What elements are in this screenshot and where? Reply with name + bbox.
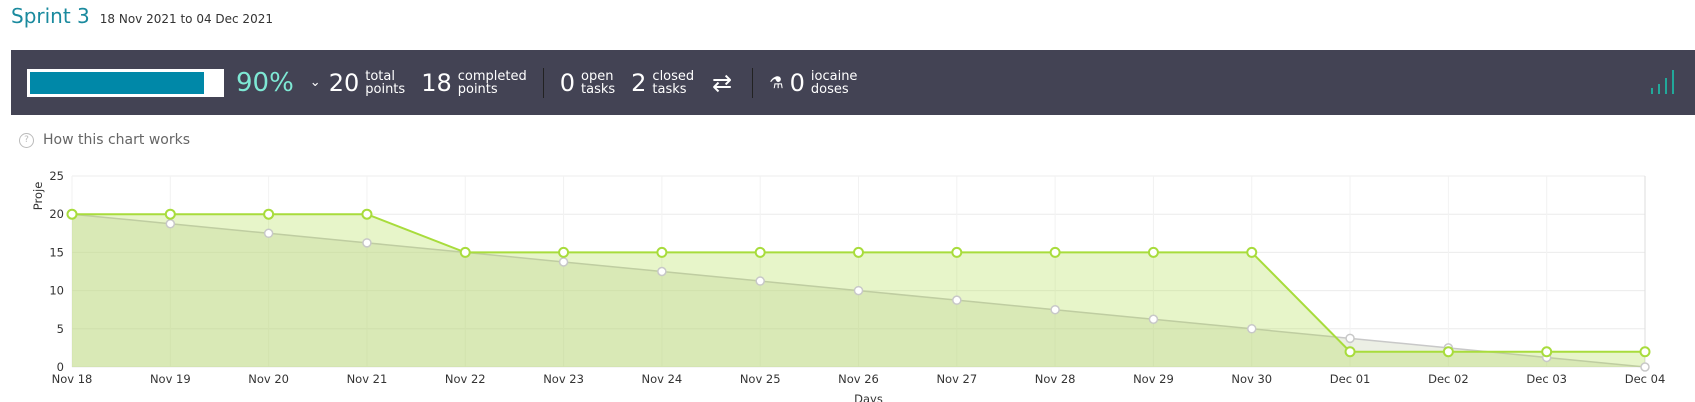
completed-points-stat: 18 completed points: [421, 69, 527, 97]
x-tick-label: Nov 24: [642, 372, 683, 386]
real-point: [1344, 346, 1356, 358]
ideal-point: [952, 295, 962, 305]
real-point: [558, 246, 570, 258]
ideal-point: [1247, 324, 1257, 334]
x-tick-label: Nov 20: [248, 372, 289, 386]
real-point: [1246, 246, 1258, 258]
chevron-down-icon[interactable]: ⌄: [309, 75, 321, 90]
open-tasks-label1: open: [581, 68, 614, 84]
closed-tasks-stat: 2 closed tasks: [631, 69, 694, 97]
real-point: [853, 246, 864, 258]
real-point: [263, 208, 275, 220]
y-axis-label: Proje: [31, 182, 45, 211]
completed-points-label2: points: [457, 81, 498, 97]
progress-bar: [27, 68, 224, 97]
open-tasks-stat: 0 open tasks: [560, 69, 615, 97]
y-tick-label: 0: [57, 360, 64, 374]
ideal-point: [755, 276, 765, 286]
iocaine-jar-icon: ⚗: [769, 73, 784, 92]
x-tick-label: Nov 19: [150, 372, 191, 386]
percent-complete: 90%: [236, 67, 294, 98]
x-tick-label: Nov 21: [347, 372, 388, 386]
y-tick-label: 5: [57, 322, 64, 336]
x-tick-label: Nov 27: [936, 372, 977, 386]
real-point: [656, 246, 668, 258]
x-tick-label: Nov 23: [543, 372, 584, 386]
real-point: [1049, 246, 1061, 258]
ideal-point: [1345, 333, 1355, 344]
ideal-point: [1050, 304, 1060, 315]
iocaine-label2: doses: [810, 81, 849, 97]
total-points-label1: total: [365, 68, 395, 84]
total-points-label2: points: [365, 81, 406, 97]
x-axis-label: Days: [854, 392, 883, 402]
ideal-point: [263, 228, 274, 239]
real-point: [951, 246, 963, 258]
real-point: [1639, 346, 1651, 358]
x-tick-label: Nov 29: [1133, 372, 1174, 386]
ideal-point: [1640, 362, 1650, 372]
ideal-point: [657, 266, 667, 277]
x-tick-label: Dec 01: [1330, 372, 1371, 386]
real-point: [459, 246, 471, 258]
closed-tasks-value: 2: [631, 68, 647, 97]
ideal-point: [362, 238, 372, 248]
how-chart-works-link[interactable]: ? How this chart works: [19, 132, 190, 148]
y-tick-label: 25: [49, 169, 64, 183]
open-tasks-label2: tasks: [581, 81, 616, 97]
total-points-stat: 20 total points: [329, 69, 405, 97]
total-points-value: 20: [328, 68, 360, 97]
real-point: [361, 208, 373, 220]
sprint-title: Sprint 3: [11, 4, 90, 28]
closed-tasks-label2: tasks: [652, 81, 687, 97]
progress-fill: [29, 70, 205, 95]
iocaine-label1: iocaine: [810, 68, 858, 84]
x-tick-label: Nov 26: [838, 372, 879, 386]
y-tick-label: 10: [49, 284, 64, 298]
iocaine-value: 0: [789, 68, 805, 97]
real-point: [164, 208, 176, 220]
y-tick-label: 15: [49, 245, 64, 259]
divider: [542, 67, 544, 98]
signal-bars-icon[interactable]: [1649, 66, 1679, 94]
ideal-point: [1148, 314, 1159, 324]
real-point: [754, 246, 766, 258]
x-tick-label: Dec 04: [1625, 372, 1666, 386]
real-point: [1442, 346, 1454, 358]
x-tick-label: Dec 02: [1428, 372, 1469, 386]
real-point: [1147, 246, 1159, 258]
x-tick-label: Nov 18: [52, 372, 93, 386]
help-icon: ?: [19, 132, 34, 148]
completed-points-value: 18: [421, 68, 452, 97]
burndown-chart: 0 5 10 15 20 25 Nov 18 Nov 19 Nov 20 Nov 21 Nov 22…: [31, 169, 1666, 402]
x-tick-label: Nov 28: [1035, 372, 1076, 386]
x-tick-label: Nov 25: [740, 372, 781, 386]
y-tick-label: 20: [49, 207, 64, 221]
completed-points-label1: completed: [457, 68, 527, 84]
x-tick-label: Nov 22: [445, 372, 486, 386]
how-chart-works-label: How this chart works: [43, 132, 191, 148]
ideal-point: [853, 285, 864, 296]
x-tick-label: Nov 30: [1231, 372, 1272, 386]
real-point: [66, 208, 78, 220]
iocaine-stat: 0 iocaine doses: [790, 69, 858, 97]
real-point: [1541, 346, 1553, 358]
x-tick-label: Dec 03: [1526, 372, 1567, 386]
ideal-point: [165, 219, 176, 229]
swap-arrows-icon[interactable]: ⇄: [712, 68, 733, 97]
ideal-point: [558, 257, 569, 267]
sprint-stats-bar: 90% ⌄ 20 total points 18 completed points …: [11, 50, 1695, 115]
sprint-dates: 18 Nov 2021 to 04 Dec 2021: [99, 12, 273, 26]
sprint-header: Sprint 3 18 Nov 2021 to 04 Dec 2021: [11, 4, 273, 36]
open-tasks-value: 0: [559, 68, 575, 97]
closed-tasks-label1: closed: [652, 68, 695, 84]
divider: [752, 67, 754, 98]
